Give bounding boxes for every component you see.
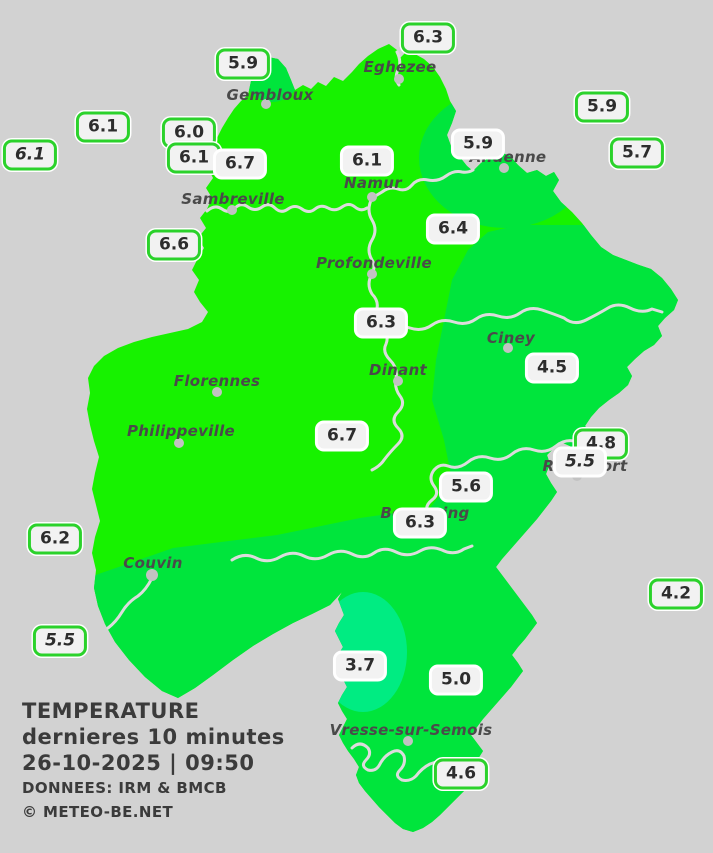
station-value: 5.6	[438, 471, 494, 503]
city-dot-philippeville	[174, 438, 184, 448]
station-value: 6.1	[2, 139, 58, 171]
river-viroin-branch	[106, 576, 154, 630]
station-value: 6.7	[212, 148, 268, 180]
city-dot-florennes	[212, 387, 222, 397]
city-label-vresse: Vresse-sur-Semois	[329, 721, 493, 739]
station-value: 6.7	[314, 420, 370, 452]
city-label-profondeville: Profondeville	[316, 254, 432, 272]
station-value: 5.9	[215, 48, 271, 80]
city-dot-namur	[367, 192, 377, 202]
station-value: 4.6	[433, 758, 489, 790]
river-bocq	[382, 303, 664, 332]
station-value: 4.5	[524, 352, 580, 384]
city-dot-profondeville	[367, 269, 377, 279]
station-value: 6.4	[425, 213, 481, 245]
river-meuse-north	[370, 168, 475, 200]
station-value: 5.7	[609, 137, 665, 169]
city-dot-dinant	[393, 376, 403, 386]
map-subtitle: dernieres 10 minutes	[22, 725, 285, 749]
river-viroin	[230, 544, 474, 563]
station-value: 5.5	[552, 446, 608, 478]
city-dot-eghezee	[394, 74, 404, 84]
river-semois	[350, 742, 438, 782]
city-dots	[146, 74, 582, 746]
station-value: 6.1	[166, 142, 222, 174]
map-title: TEMPERATURE	[22, 699, 200, 723]
title-block: TEMPERATURE dernieres 10 minutes 26-10-2…	[22, 698, 285, 824]
river-lesse	[425, 436, 604, 516]
station-value: 3.7	[332, 650, 388, 682]
copyright: © METEO-BE.NET	[22, 803, 174, 821]
station-value: 4.2	[648, 578, 704, 610]
station-value: 6.1	[339, 145, 395, 177]
city-label-ciney: Ciney	[486, 329, 536, 347]
station-value: 5.9	[574, 91, 630, 123]
city-label-sambreville: Sambreville	[181, 190, 285, 208]
station-value: 6.3	[353, 307, 409, 339]
city-label-florennes: Florennes	[173, 372, 261, 390]
station-value: 5.5	[32, 625, 88, 657]
city-dot-sambreville	[227, 205, 237, 215]
city-label-namur: Namur	[344, 174, 402, 192]
station-value: 6.2	[27, 523, 83, 555]
station-value: 6.6	[146, 229, 202, 261]
map-datetime: 26-10-2025 | 09:50	[22, 751, 255, 775]
station-value: 6.1	[75, 111, 131, 143]
map-fleck	[259, 281, 267, 288]
city-label-gembloux: Gembloux	[226, 86, 314, 104]
rivers	[106, 50, 664, 782]
station-value: 6.3	[392, 507, 448, 539]
city-dot-ciney	[503, 343, 513, 353]
city-label-philippeville: Philippeville	[126, 422, 236, 440]
city-dot-andenne	[499, 163, 509, 173]
city-dot-couvin	[146, 569, 158, 581]
station-value: 6.3	[400, 22, 456, 54]
city-dot-vresse	[403, 736, 413, 746]
station-value: 5.9	[450, 128, 506, 160]
data-source: DONNEES: IRM & BMCB	[22, 779, 227, 797]
river-meuse-south	[367, 196, 405, 472]
city-label-couvin: Couvin	[123, 554, 183, 572]
city-label-dinant: Dinant	[368, 361, 428, 379]
station-value: 5.0	[428, 664, 484, 696]
city-label-eghezee: Eghezee	[363, 58, 437, 76]
city-dot-gembloux	[261, 99, 271, 109]
